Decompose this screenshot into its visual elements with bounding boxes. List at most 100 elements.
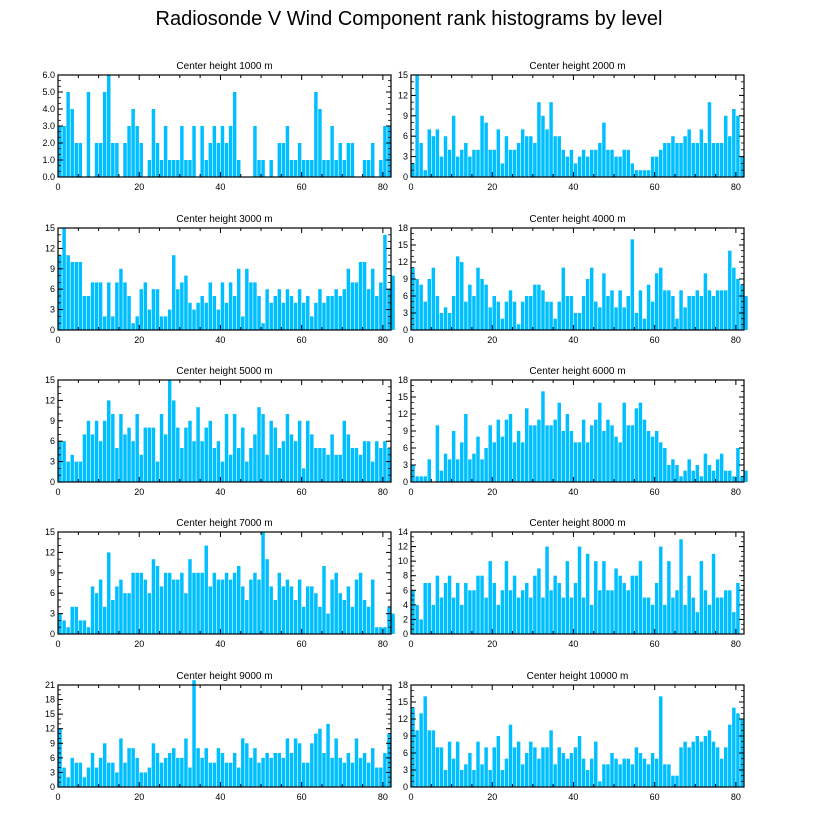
bar: [622, 758, 626, 787]
bar: [107, 75, 111, 177]
bar: [549, 590, 553, 634]
bar: [683, 307, 687, 330]
bar: [464, 764, 468, 787]
bar: [581, 758, 586, 787]
bar: [545, 747, 549, 787]
bar: [443, 307, 448, 330]
bar: [139, 289, 143, 330]
bar: [480, 575, 484, 634]
bar: [289, 296, 294, 330]
y-tick-label: 9: [403, 274, 408, 284]
bar: [293, 302, 298, 330]
bar: [683, 741, 687, 787]
bar: [614, 156, 618, 177]
bar: [383, 234, 387, 330]
bar: [297, 420, 302, 482]
bar: [70, 606, 74, 634]
bar: [111, 316, 115, 330]
bar: [724, 747, 728, 787]
bar: [358, 262, 363, 330]
bar: [699, 296, 704, 330]
bar: [455, 459, 460, 482]
bar: [245, 600, 249, 634]
x-tick-label: 20: [487, 639, 497, 649]
x-tick-label: 0: [408, 792, 413, 802]
bar: [687, 129, 691, 177]
bar: [78, 143, 83, 177]
bar: [594, 561, 598, 634]
bar: [147, 309, 152, 330]
bar: [415, 604, 419, 634]
bar: [70, 109, 74, 177]
x-tick-label: 40: [568, 335, 578, 345]
bar: [306, 296, 310, 330]
bar: [460, 262, 464, 330]
bar: [667, 561, 671, 634]
bar: [261, 323, 265, 330]
bar: [123, 282, 127, 330]
x-tick-label: 20: [487, 792, 497, 802]
bar: [626, 149, 630, 177]
y-tick-label: 3: [50, 767, 55, 777]
x-tick-label: 0: [55, 335, 60, 345]
y-tick-label: 2.0: [42, 138, 55, 148]
x-tick-label: 20: [134, 792, 144, 802]
bar: [520, 442, 525, 482]
bar: [289, 753, 294, 787]
bar: [472, 453, 476, 482]
bar: [78, 461, 83, 482]
bar: [525, 296, 529, 330]
bar: [220, 753, 225, 787]
bar: [610, 149, 614, 177]
bar: [301, 606, 306, 634]
bar: [650, 301, 655, 330]
bar: [318, 728, 322, 787]
bar: [143, 427, 148, 482]
bar: [411, 465, 415, 482]
bar: [589, 604, 594, 634]
bar: [86, 627, 91, 634]
bar: [257, 407, 261, 482]
bar: [354, 579, 359, 634]
bar: [184, 738, 188, 787]
x-tick-label: 0: [55, 639, 60, 649]
bar: [127, 126, 131, 177]
bar: [236, 160, 241, 177]
bar: [277, 753, 282, 787]
bar: [180, 572, 184, 634]
bar: [102, 606, 107, 634]
bar: [581, 419, 586, 482]
bar: [269, 757, 273, 787]
y-tick-label: 6: [50, 284, 55, 294]
bar: [159, 762, 164, 787]
bar: [691, 741, 695, 787]
bar: [585, 770, 590, 787]
bar: [537, 758, 541, 787]
bar: [447, 459, 452, 482]
panel-3: Center height 3000 m 0 20 40 60 80 0 3 6 9 12 15: [45, 214, 395, 345]
y-tick-label: 6: [403, 585, 408, 595]
bar: [131, 572, 135, 634]
bar: [115, 282, 119, 330]
bar: [512, 575, 517, 634]
bar: [585, 156, 590, 177]
bar: [598, 143, 602, 177]
bar: [391, 275, 395, 330]
bar: [127, 427, 131, 482]
bar: [549, 730, 553, 787]
bar: [630, 163, 635, 177]
bar: [589, 149, 594, 177]
bar: [614, 568, 618, 634]
bar: [159, 316, 164, 330]
bar: [699, 129, 704, 177]
bar: [334, 738, 338, 787]
bar: [366, 762, 371, 787]
panel-2: Center height 2000 m 0 20 40 60 80 0 3 6 9 12 15: [398, 61, 745, 192]
bar: [322, 448, 326, 482]
bar: [650, 436, 655, 482]
bar: [500, 436, 505, 482]
bar: [703, 273, 708, 330]
bar: [740, 476, 744, 482]
bar: [525, 583, 529, 634]
bar: [573, 747, 578, 787]
